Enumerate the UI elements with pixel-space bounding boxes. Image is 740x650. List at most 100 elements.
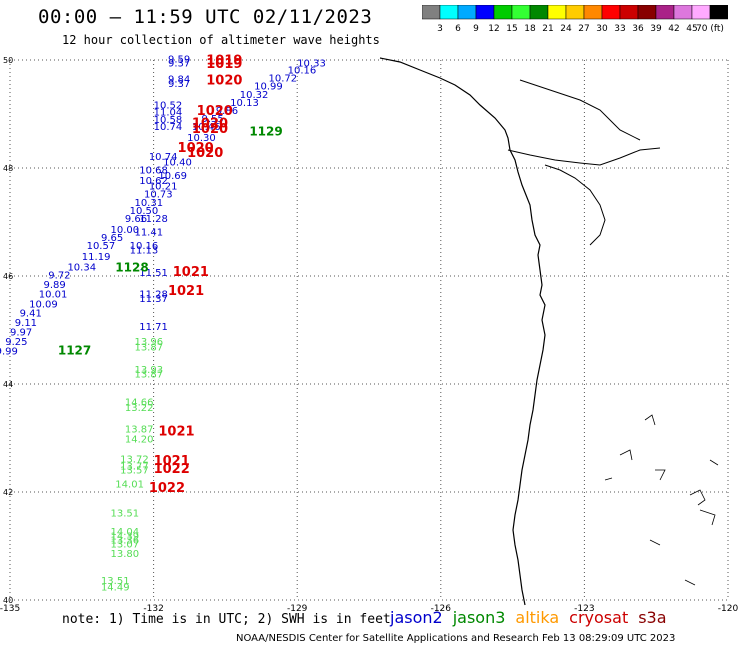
swh-label-jason3: 13.87 <box>134 370 163 381</box>
swh-label-jason2: 9.89 <box>44 280 66 291</box>
swh-label-jason2: 10.68 <box>139 165 168 176</box>
swh-label-jason3: 13.07 <box>111 540 140 551</box>
swh-label-jason2: 9.37 <box>168 79 190 90</box>
swh-label-jason2: 10.69 <box>158 171 187 182</box>
swh-label-jason2: 10.74 <box>149 152 178 163</box>
pressure-label-red: 1020 <box>192 117 228 132</box>
swh-label-jason3: 14.39 <box>111 532 140 543</box>
swh-label-jason2: 10.16 <box>288 66 317 77</box>
swh-label-jason3: 13.87 <box>134 343 163 354</box>
coastline-sound <box>544 164 606 246</box>
colorbar-label: 12 <box>488 24 499 34</box>
units-note: note: 1) Time is in UTC; 2) SWH is in fe… <box>62 612 391 627</box>
axis-tick-labels: -135 -132 -129 -126 -123 -120 50 48 46 44 42 40 <box>0 56 738 612</box>
swh-label-jason2: 10.52 <box>154 101 183 112</box>
swh-label-jason2: 10.46 <box>192 122 221 133</box>
satellite-legend: jason2 jason3 altika cryosat s3a <box>390 608 677 627</box>
swh-label-jason2: 10.62 <box>139 176 168 187</box>
swh-label-jason2: 10.09 <box>29 299 58 310</box>
swh-label-jason2: 9.97 <box>10 327 32 338</box>
swh-label-jason2: 10.57 <box>87 241 116 252</box>
coastline <box>379 57 719 606</box>
swh-label-jason2: 10.21 <box>149 182 178 193</box>
swh-label-jason3: 14.01 <box>115 480 144 491</box>
swh-label-jason2: 11.28 <box>139 290 168 301</box>
colorbar-label: 70 (ft) <box>696 24 724 34</box>
legend-cryosat: cryosat <box>569 608 629 627</box>
swh-label-jason2: 10.73 <box>144 190 173 201</box>
swh-label-jason3: 13.51 <box>111 508 140 519</box>
pressure-label-red: 1019 <box>206 57 242 72</box>
colorbar-label: 33 <box>614 24 625 34</box>
swh-label-jason2: 9.25 <box>5 337 27 348</box>
lat-tick-label: 48 <box>3 164 13 173</box>
swh-label-jason2: 9.11 <box>15 318 37 329</box>
legend-s3a: s3a <box>638 608 667 627</box>
colorbar-label: 36 <box>632 24 644 34</box>
swh-label-jason2: 9.37 <box>168 58 190 69</box>
swh-label-jason2: 11.04 <box>154 108 183 119</box>
lat-tick-label: 42 <box>3 488 13 497</box>
swh-label-jason3: 13.51 <box>101 576 130 587</box>
pressure-label-red: 1022 <box>149 481 185 496</box>
coastline-strait <box>507 147 661 166</box>
lon-tick-label: -126 <box>431 604 452 612</box>
colorbar-swatch <box>709 5 728 20</box>
swh-label-jason2: 11.37 <box>139 294 168 305</box>
pressure-label-green: 1128 <box>115 261 148 275</box>
pressure-label-red: 1020 <box>187 146 223 161</box>
pressure-label-red: 1019 <box>206 53 242 68</box>
swh-label-jason2: 11.41 <box>134 228 163 239</box>
credit-footer: NOAA/NESDIS Center for Satellite Applica… <box>236 633 676 644</box>
swh-label-jason2: 9.55 <box>201 114 223 125</box>
swh-label-jason3: 13.93 <box>134 365 163 376</box>
coastline-inland-islands <box>604 414 719 586</box>
wave-height-map: 9.599.37 10.3310.1610.7210.9910.3210.139.… <box>0 53 738 612</box>
lon-tick-label: -123 <box>574 604 594 612</box>
swh-label-jason3: 13.22 <box>125 403 154 414</box>
pressure-label-red: 1021 <box>168 284 204 299</box>
altimeter-points: 9.599.37 10.3310.1610.7210.9910.3210.139.… <box>0 53 326 593</box>
pressure-label-green: 1129 <box>249 125 282 139</box>
swh-label-jason2: 9.99 <box>0 346 18 357</box>
pressure-label-red: 1021 <box>158 424 194 439</box>
swh-label-jason2: 11.51 <box>139 268 168 279</box>
colorbar-label: 45 <box>686 24 697 34</box>
swh-label-jason3: 13.36 <box>111 535 140 546</box>
lat-tick-label: 50 <box>3 56 13 65</box>
lat-tick-label: 46 <box>3 272 13 281</box>
swh-label-jason2: 10.16 <box>130 241 159 252</box>
swh-label-jason2: 10.99 <box>254 82 283 93</box>
swh-label-jason2: 10.30 <box>187 133 216 144</box>
colorbar-label: 15 <box>506 24 517 34</box>
pressure-label-green: 1127 <box>58 343 91 357</box>
swh-label-jason2: 10.31 <box>134 198 163 209</box>
swh-label-jason2: 11.13 <box>130 245 159 256</box>
swh-label-jason2: 11.28 <box>139 214 168 225</box>
colorbar-label: 9 <box>473 24 479 34</box>
swh-label-jason2: 11.19 <box>82 252 111 263</box>
swh-label-jason2: 10.50 <box>130 206 159 217</box>
swh-label-jason3: 14.20 <box>125 434 154 445</box>
coastline-island <box>519 79 641 141</box>
map-subtitle: 12 hour collection of altimeter wave hei… <box>62 33 380 47</box>
colorbar-label: 18 <box>524 24 536 34</box>
legend-jason2: jason2 <box>390 608 443 627</box>
pressure-label-red: 1022 <box>154 462 190 477</box>
swh-label-jason3: 14.66 <box>125 398 154 409</box>
swh-label-jason2: 9.65 <box>101 233 123 244</box>
swh-label-jason2: 9.41 <box>20 309 42 320</box>
coastline-mainland <box>379 57 546 606</box>
swh-label-jason2: 10.00 <box>111 225 140 236</box>
colorbar-label: 39 <box>650 24 662 34</box>
swh-label-jason2: 9.72 <box>48 271 70 282</box>
pressure-label-red: 1021 <box>173 265 209 280</box>
swh-label-jason3: 13.87 <box>125 425 154 436</box>
lon-tick-label: -120 <box>718 604 739 612</box>
swh-label-jason2: 9.86 <box>216 106 238 117</box>
lon-tick-label: -129 <box>287 604 308 612</box>
legend-altika: altika <box>515 608 560 627</box>
swh-label-jason2: 10.40 <box>163 157 192 168</box>
swh-label-jason2: 9.84 <box>168 75 190 86</box>
colorbar-label: 42 <box>668 24 679 34</box>
